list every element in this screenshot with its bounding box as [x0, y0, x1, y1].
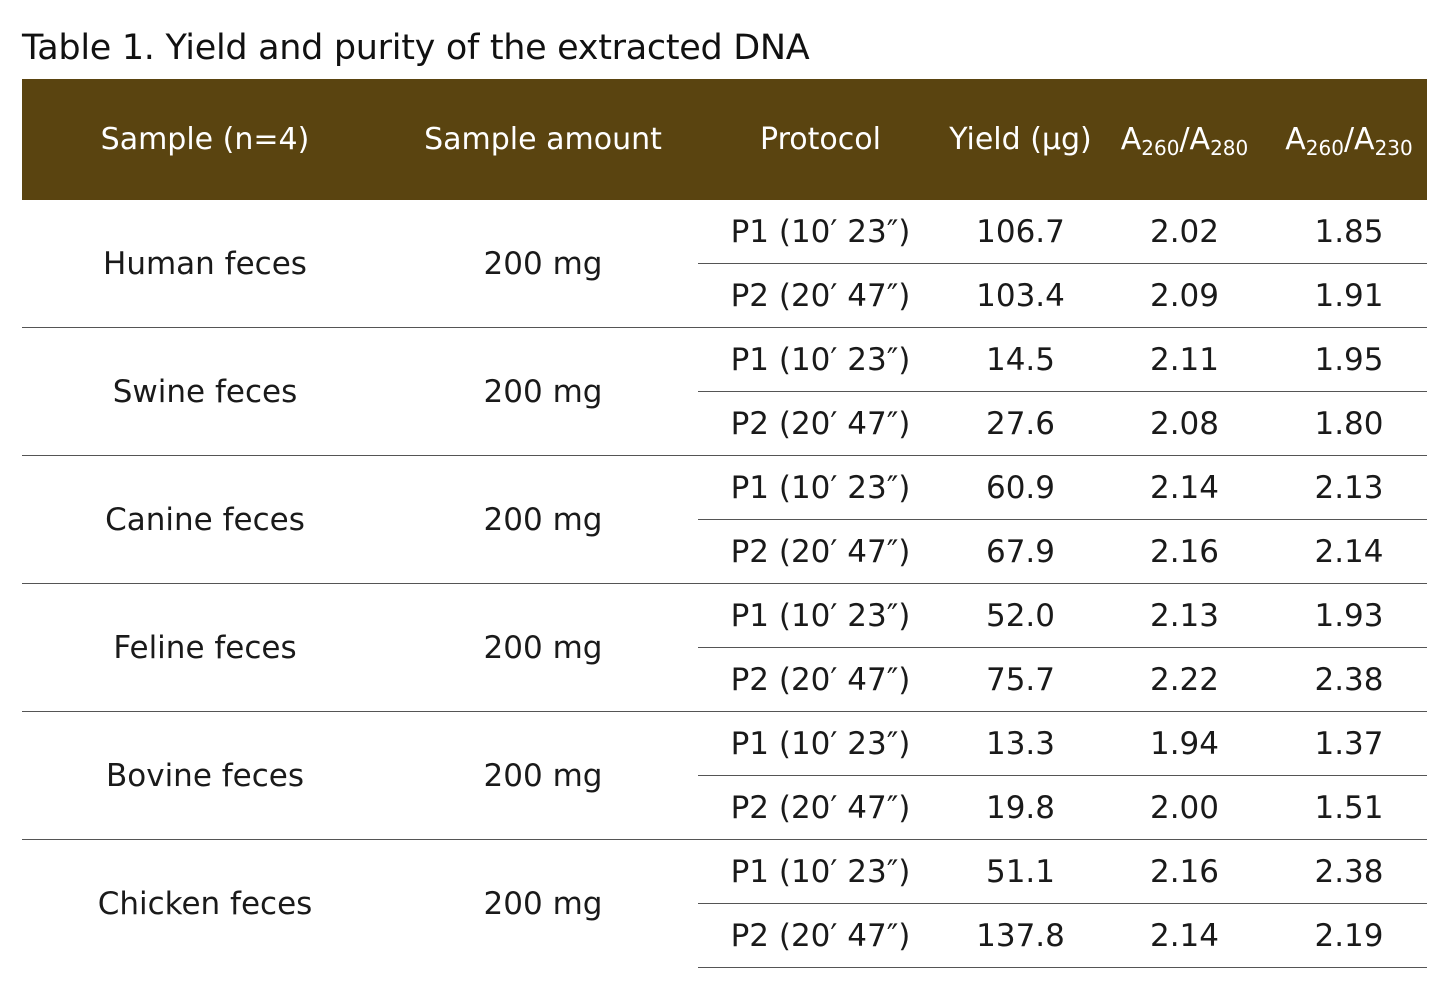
- yield-cell: 13.3: [943, 711, 1098, 776]
- ratio-230-cell: 1.93: [1271, 583, 1427, 648]
- yield-cell: 106.7: [976, 213, 1065, 250]
- protocol-cell: P2 (20′ 47″): [698, 903, 943, 968]
- table-row: Bovine feces 200 mg P1 (10′ 23″) 13.3 1.…: [22, 711, 1427, 840]
- table-row: Feline feces 200 mg P1 (10′ 23″) 52.0 2.…: [22, 583, 1427, 712]
- ratio-230-cell: 1.80: [1271, 391, 1427, 456]
- sample-cell: Feline feces: [22, 583, 388, 712]
- table-body: Human feces 200 mg P1 (10′ 23″) 106.7 2.…: [22, 200, 1427, 968]
- ratio-230-cell: 1.37: [1271, 711, 1427, 776]
- header-sample: Sample (n=4): [100, 122, 310, 157]
- ratio-230-sub2: 230: [1374, 136, 1413, 160]
- ratio-230-sub1: 260: [1305, 136, 1344, 160]
- yield-cell: 137.8: [943, 903, 1098, 968]
- yield-cell: 60.9: [943, 455, 1098, 520]
- ratio-230-a1: A: [1285, 122, 1306, 157]
- protocol-cell: P1 (10′ 23″): [698, 839, 943, 904]
- protocol-cell: P1 (10′ 23″): [698, 583, 943, 648]
- protocol-cell: P1 (10′ 23″): [698, 711, 943, 776]
- table-caption: Table 1. Yield and purity of the extract…: [22, 28, 810, 68]
- dna-yield-table: Sample (n=4) Sample amount Protocol Yiel…: [22, 79, 1427, 968]
- ratio-280-cell: 2.22: [1098, 647, 1271, 712]
- table-row: Human feces 200 mg P1 (10′ 23″) 106.7 2.…: [22, 200, 1427, 282]
- ratio-230-cell: 1.91: [1271, 263, 1427, 328]
- protocol-cell: P2 (20′ 47″): [698, 775, 943, 840]
- ratio-230-cell: 1.51: [1271, 775, 1427, 840]
- yield-cell: 19.8: [943, 775, 1098, 840]
- ratio-230-cell: 1.95: [1271, 327, 1427, 392]
- amount-cell: 200 mg: [388, 711, 698, 840]
- ratio-280-cell: 2.02: [1149, 213, 1220, 250]
- sample-cell: Bovine feces: [22, 711, 388, 840]
- header-ratio-260-230: A260/A230: [1271, 79, 1427, 200]
- yield-cell: 103.4: [943, 263, 1098, 328]
- header-row: Sample (n=4) Sample amount Protocol Yiel…: [22, 79, 1427, 200]
- ratio-280-cell: 2.11: [1098, 327, 1271, 392]
- table-row: P2 (20′ 47″) 67.9 2.16 2.14: [22, 519, 1427, 584]
- header-ratio-260-280: A260/A280: [1098, 79, 1271, 200]
- amount-cell: 200 mg: [483, 245, 603, 282]
- yield-cell: 67.9: [943, 519, 1098, 584]
- protocol-cell: P1 (10′ 23″): [698, 455, 943, 520]
- ratio-280-cell: 2.14: [1098, 455, 1271, 520]
- amount-cell: 200 mg: [388, 583, 698, 712]
- ratio-230-cell: 2.38: [1271, 647, 1427, 712]
- ratio-280-cell: 2.08: [1098, 391, 1271, 456]
- amount-cell: 200 mg: [388, 455, 698, 584]
- ratio-280-cell: 1.94: [1098, 711, 1271, 776]
- header-protocol: Protocol: [760, 122, 881, 157]
- yield-cell: 27.6: [943, 391, 1098, 456]
- protocol-cell: P1 (10′ 23″): [730, 213, 911, 250]
- ratio-280-cell: 2.09: [1098, 263, 1271, 328]
- ratio-280-cell: 2.00: [1098, 775, 1271, 840]
- ratio-230-cell: 2.38: [1271, 839, 1427, 904]
- table-row: Chicken feces 200 mg P1 (10′ 23″) 51.1 2…: [22, 839, 1427, 968]
- protocol-cell: P2 (20′ 47″): [698, 647, 943, 712]
- ratio-280-slash: /A: [1179, 122, 1211, 157]
- ratio-280-cell: 2.13: [1098, 583, 1271, 648]
- ratio-230-cell: 2.19: [1271, 903, 1427, 968]
- ratio-230-slash: /A: [1343, 122, 1375, 157]
- amount-cell: 200 mg: [388, 839, 698, 968]
- table-row: P2 (20′ 47″) 19.8 2.00 1.51: [22, 775, 1427, 840]
- header-sample-amount: Sample amount: [424, 122, 662, 157]
- protocol-cell: P2 (20′ 47″): [698, 391, 943, 456]
- ratio-280-sub2: 280: [1210, 136, 1249, 160]
- table-row: P2 (20′ 47″) 27.6 2.08 1.80: [22, 391, 1427, 456]
- sample-cell: Chicken feces: [22, 839, 388, 968]
- table-row: Swine feces 200 mg P1 (10′ 23″) 14.5 2.1…: [22, 327, 1427, 456]
- table-row: P2 (20′ 47″) 137.8 2.14 2.19: [22, 903, 1427, 968]
- table-row: Canine feces 200 mg P1 (10′ 23″) 60.9 2.…: [22, 455, 1427, 584]
- ratio-230-cell: 2.13: [1271, 455, 1427, 520]
- yield-cell: 52.0: [943, 583, 1098, 648]
- ratio-280-sub1: 260: [1141, 136, 1180, 160]
- data-table-container: Sample (n=4) Sample amount Protocol Yiel…: [22, 79, 1427, 968]
- table-row: P2 (20′ 47″) 75.7 2.22 2.38: [22, 647, 1427, 712]
- table-header: Sample (n=4) Sample amount Protocol Yiel…: [22, 79, 1427, 200]
- ratio-230-cell: 2.14: [1271, 519, 1427, 584]
- protocol-cell: P2 (20′ 47″): [698, 263, 943, 328]
- header-yield: Yield (µg): [949, 122, 1092, 157]
- yield-cell: 75.7: [943, 647, 1098, 712]
- sample-cell: Swine feces: [22, 327, 388, 456]
- sample-cell: Human feces: [103, 245, 307, 282]
- yield-cell: 51.1: [943, 839, 1098, 904]
- table-row: P2 (20′ 47″) 103.4 2.09 1.91: [22, 263, 1427, 328]
- ratio-280-cell: 2.16: [1098, 839, 1271, 904]
- ratio-280-cell: 2.16: [1098, 519, 1271, 584]
- amount-cell: 200 mg: [388, 327, 698, 456]
- ratio-280-cell: 2.14: [1098, 903, 1271, 968]
- protocol-cell: P2 (20′ 47″): [698, 519, 943, 584]
- yield-cell: 14.5: [943, 327, 1098, 392]
- ratio-230-cell: 1.85: [1314, 213, 1384, 250]
- sample-cell: Canine feces: [22, 455, 388, 584]
- protocol-cell: P1 (10′ 23″): [698, 327, 943, 392]
- ratio-280-a1: A: [1120, 122, 1142, 157]
